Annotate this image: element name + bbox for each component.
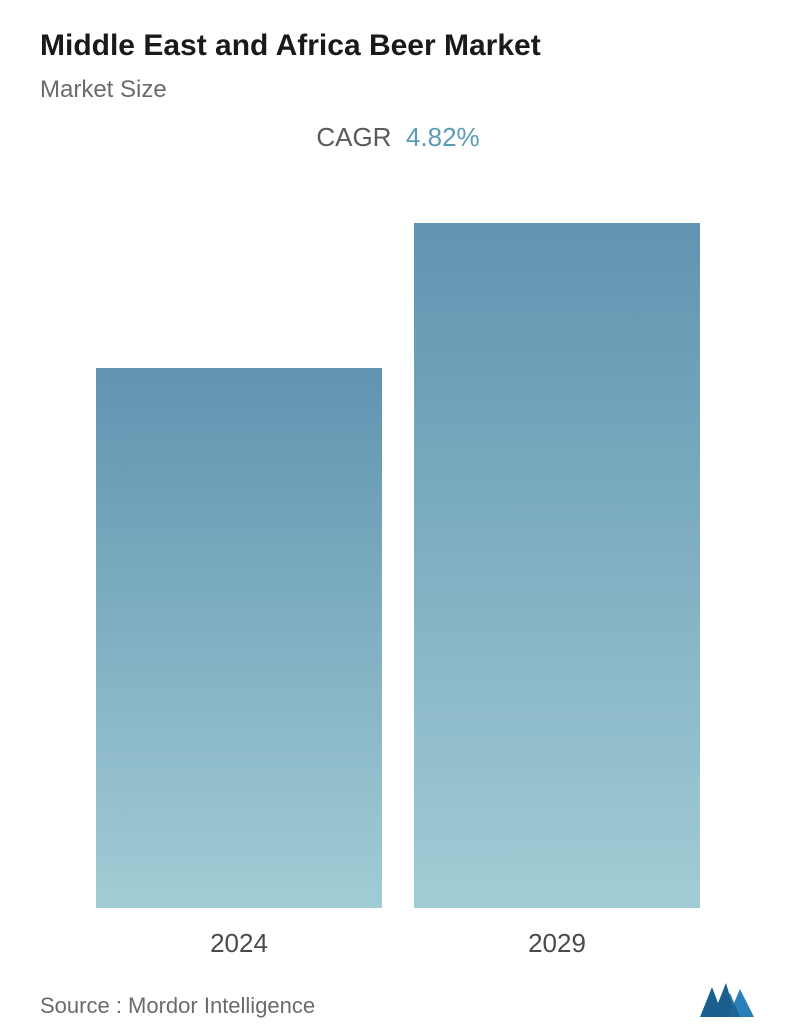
source-text: Source : Mordor Intelligence [40, 993, 315, 1019]
bar-label-1: 2029 [528, 928, 586, 959]
cagr-row: CAGR 4.82% [40, 122, 756, 153]
bar-0 [96, 368, 382, 908]
bar-label-0: 2024 [210, 928, 268, 959]
bar-1 [414, 223, 700, 908]
chart-area: 2024 2029 [40, 163, 756, 959]
chart-title: Middle East and Africa Beer Market [40, 28, 756, 64]
bar-group-0: 2024 [96, 368, 382, 959]
cagr-label: CAGR [316, 122, 391, 152]
brand-logo-icon [698, 979, 756, 1019]
cagr-value: 4.82% [406, 122, 480, 152]
chart-subtitle: Market Size [40, 76, 756, 104]
bar-group-1: 2029 [414, 223, 700, 959]
chart-container: Middle East and Africa Beer Market Marke… [0, 0, 796, 1034]
footer: Source : Mordor Intelligence [40, 959, 756, 1029]
